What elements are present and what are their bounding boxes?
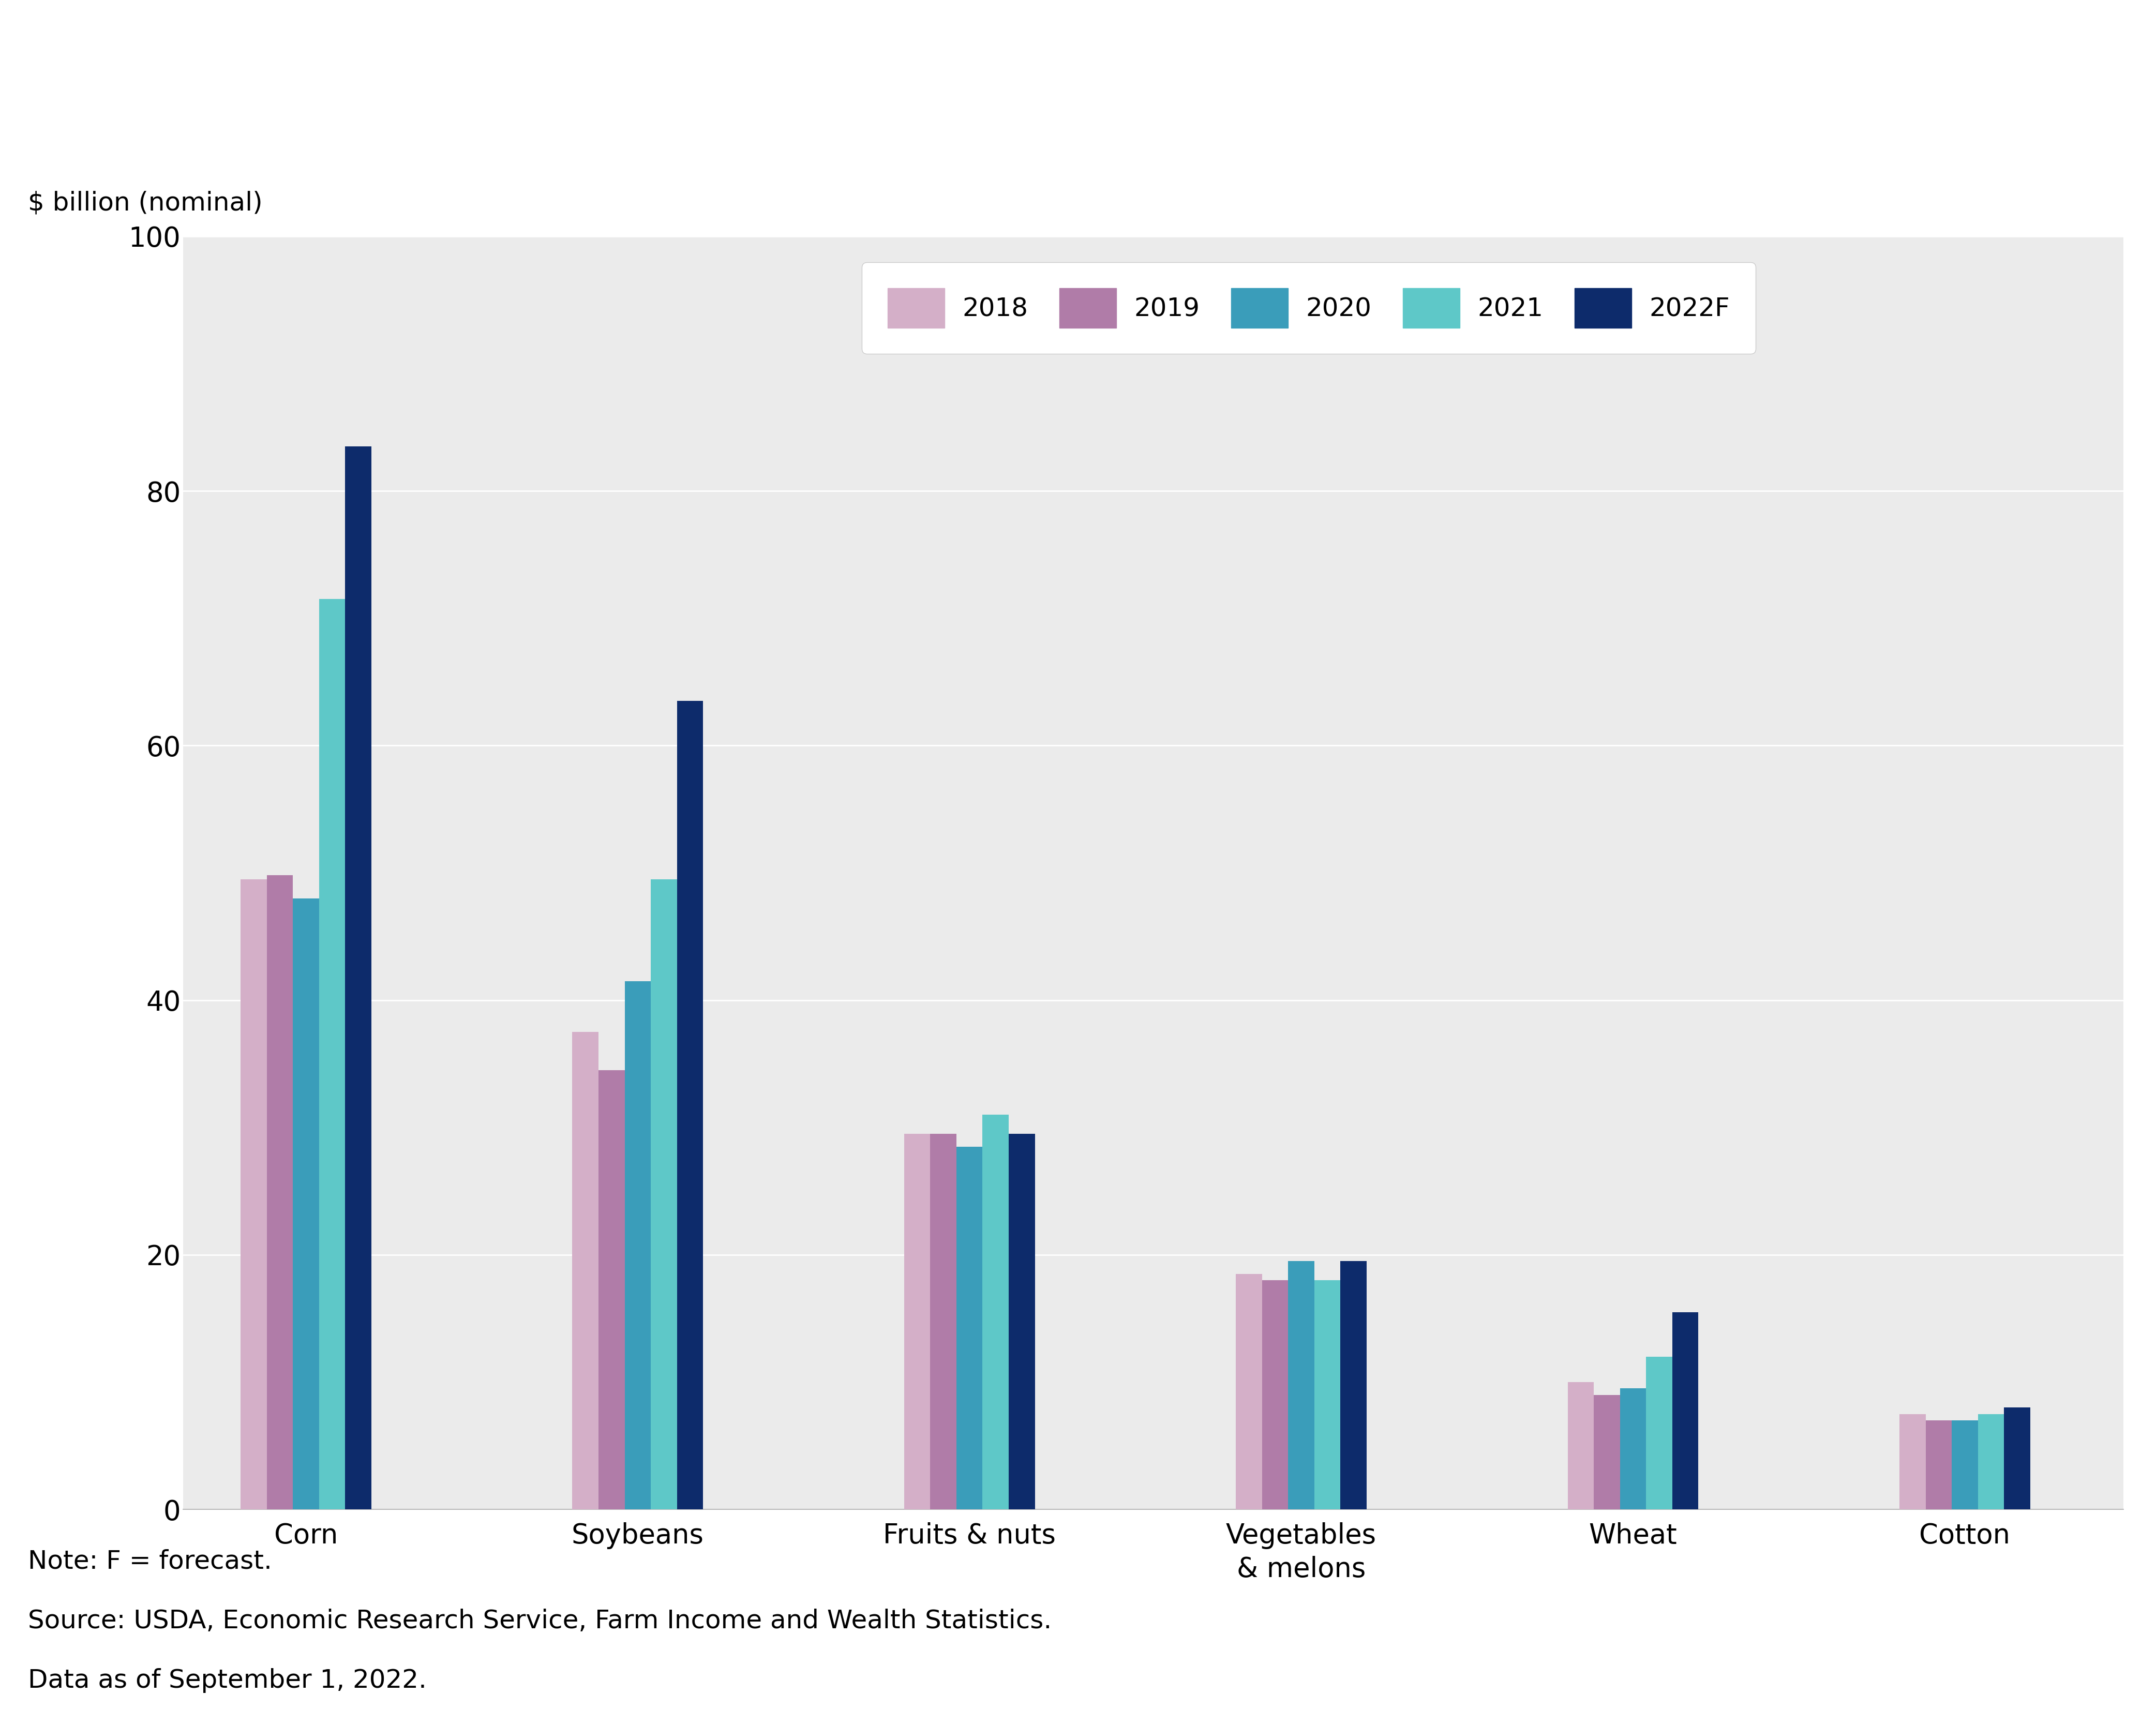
Bar (241, 880, 267, 1509)
Bar (293, 899, 319, 1509)
Bar (1951, 1420, 1977, 1509)
Bar (677, 700, 703, 1509)
Bar (1645, 1356, 1673, 1509)
Bar (1261, 1280, 1287, 1509)
Bar (267, 875, 293, 1509)
Bar (1341, 1261, 1367, 1509)
Bar (599, 1070, 625, 1509)
Bar (1287, 1261, 1315, 1509)
Bar (1619, 1389, 1645, 1509)
Bar (651, 880, 677, 1509)
Bar (2005, 1408, 2031, 1509)
Text: Data as of September 1, 2022.: Data as of September 1, 2022. (28, 1668, 427, 1692)
Text: $ billion (nominal): $ billion (nominal) (28, 191, 263, 216)
Bar (1315, 1280, 1341, 1509)
Text: Note: F = forecast.: Note: F = forecast. (28, 1549, 272, 1573)
Bar (1673, 1313, 1699, 1509)
Bar (957, 1147, 983, 1509)
Bar (929, 1133, 957, 1509)
Bar (625, 982, 651, 1509)
Bar (1977, 1414, 2005, 1509)
Bar (571, 1032, 599, 1509)
Bar (1899, 1414, 1925, 1509)
Bar (1009, 1133, 1035, 1509)
Bar (1593, 1396, 1619, 1509)
Bar (903, 1133, 929, 1509)
Legend: 2018, 2019, 2020, 2021, 2022F: 2018, 2019, 2020, 2021, 2022F (862, 262, 1755, 354)
Bar (1567, 1382, 1593, 1509)
Bar (1235, 1273, 1261, 1509)
Bar (319, 599, 345, 1509)
Bar (983, 1114, 1009, 1509)
Bar (1925, 1420, 1951, 1509)
Bar (345, 447, 371, 1509)
Text: Source: USDA, Economic Research Service, Farm Income and Wealth Statistics.: Source: USDA, Economic Research Service,… (28, 1608, 1052, 1634)
Text: U.S. cash receipts for selected crops, 2018–22F: U.S. cash receipts for selected crops, 2… (28, 50, 1141, 91)
